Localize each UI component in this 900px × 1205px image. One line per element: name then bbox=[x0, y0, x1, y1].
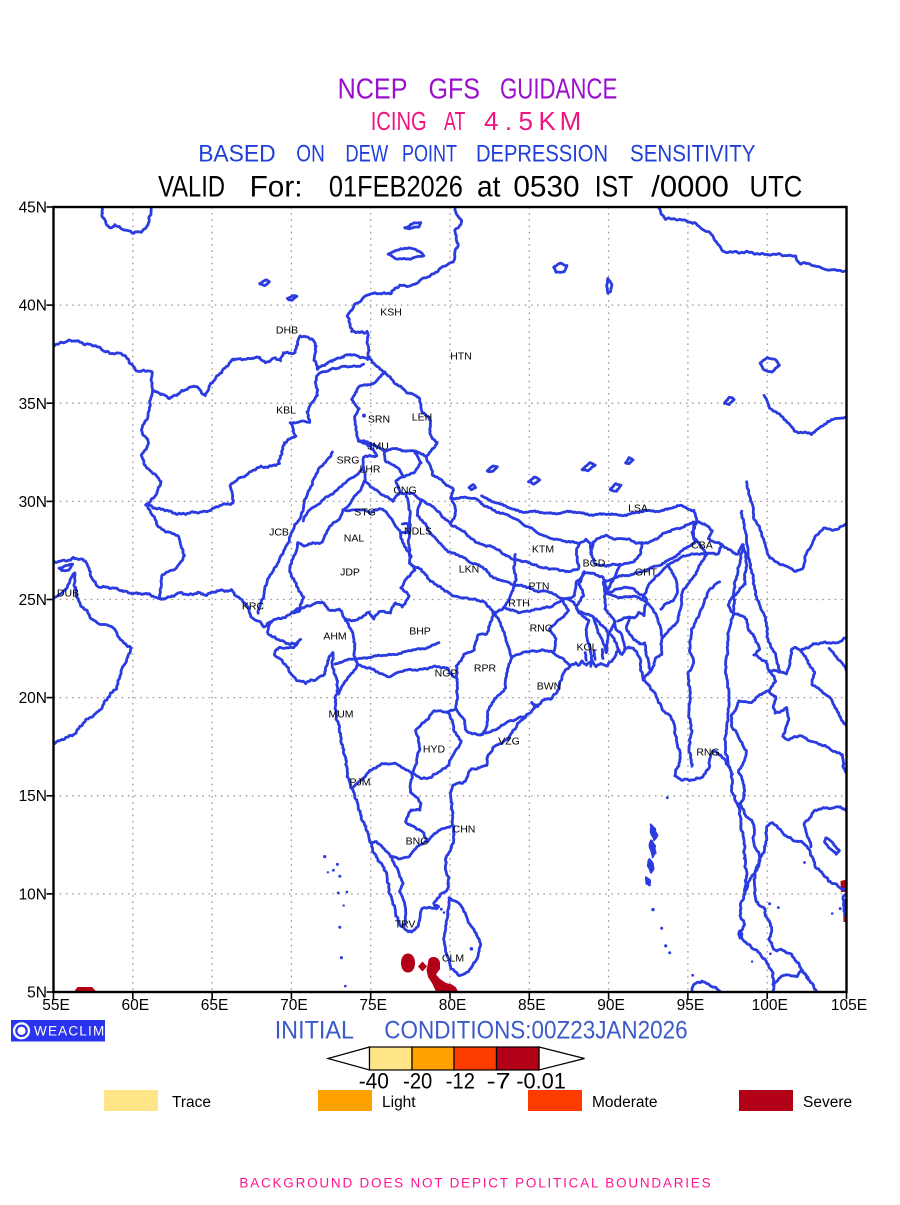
svg-text:DEPRESSION: DEPRESSION bbox=[476, 141, 608, 168]
svg-text:70E: 70E bbox=[280, 997, 308, 1014]
svg-text:10N: 10N bbox=[19, 886, 47, 903]
svg-text:35N: 35N bbox=[19, 396, 47, 413]
svg-text:LEH: LEH bbox=[412, 412, 432, 424]
svg-text:45N: 45N bbox=[19, 200, 47, 217]
svg-text:-40: -40 bbox=[359, 1069, 389, 1094]
svg-text:ICING: ICING bbox=[371, 106, 427, 136]
svg-text:DEW: DEW bbox=[345, 141, 388, 168]
svg-text:CLM: CLM bbox=[442, 953, 464, 965]
svg-text:-7: -7 bbox=[487, 1069, 511, 1094]
svg-text:Severe: Severe bbox=[803, 1094, 852, 1111]
svg-text:POINT: POINT bbox=[402, 141, 457, 168]
svg-text:NDLS: NDLS bbox=[404, 526, 432, 538]
svg-text:Trace: Trace bbox=[172, 1094, 211, 1111]
svg-text:100E: 100E bbox=[752, 997, 788, 1014]
svg-text:INITIAL: INITIAL bbox=[275, 1017, 354, 1045]
svg-text:VALID: VALID bbox=[158, 170, 225, 203]
svg-text:CONDITIONS:00Z23JAN2026: CONDITIONS:00Z23JAN2026 bbox=[384, 1017, 687, 1045]
svg-text:75E: 75E bbox=[359, 997, 387, 1014]
svg-text:Moderate: Moderate bbox=[592, 1094, 657, 1111]
svg-text:GUIDANCE: GUIDANCE bbox=[500, 73, 617, 105]
svg-text:HYD: HYD bbox=[423, 744, 446, 756]
svg-text:NCEP: NCEP bbox=[338, 73, 408, 105]
svg-text:ON: ON bbox=[296, 141, 325, 168]
svg-text:For:: For: bbox=[250, 170, 303, 203]
svg-text:JMU: JMU bbox=[367, 441, 389, 453]
svg-text:95E: 95E bbox=[677, 997, 705, 1014]
svg-text:BHP: BHP bbox=[409, 626, 431, 638]
svg-text:-20: -20 bbox=[403, 1069, 432, 1094]
svg-text:JDP: JDP bbox=[340, 567, 360, 579]
svg-text:CNG: CNG bbox=[393, 485, 416, 497]
svg-text:/0000: /0000 bbox=[651, 170, 729, 203]
svg-text:CBA: CBA bbox=[691, 540, 713, 552]
svg-text:AT: AT bbox=[444, 106, 465, 136]
svg-text:60E: 60E bbox=[122, 997, 150, 1014]
svg-text:25N: 25N bbox=[19, 592, 47, 609]
svg-text:01FEB2026: 01FEB2026 bbox=[329, 170, 463, 203]
svg-text:KOL: KOL bbox=[576, 642, 597, 654]
svg-text:UTC: UTC bbox=[750, 170, 803, 203]
svg-text:JCB: JCB bbox=[269, 527, 289, 539]
svg-text:KTM: KTM bbox=[532, 544, 554, 556]
svg-text:-12: -12 bbox=[446, 1069, 475, 1094]
svg-text:90E: 90E bbox=[597, 997, 625, 1014]
svg-text:TRV: TRV bbox=[395, 919, 416, 931]
svg-text:RTH: RTH bbox=[508, 598, 529, 610]
svg-text:GFS: GFS bbox=[429, 73, 481, 105]
svg-text:SRN: SRN bbox=[368, 414, 390, 426]
svg-text:VZG: VZG bbox=[498, 736, 520, 748]
svg-text:BNG: BNG bbox=[406, 836, 429, 848]
svg-text:105E: 105E bbox=[831, 997, 867, 1014]
svg-text:BGD: BGD bbox=[583, 558, 606, 570]
svg-text:SENSITIVITY: SENSITIVITY bbox=[630, 141, 756, 168]
svg-text:BACKGROUND DOES NOT DEPICT POL: BACKGROUND DOES NOT DEPICT POLITICAL BOU… bbox=[239, 1176, 710, 1191]
svg-text:BWN: BWN bbox=[537, 681, 562, 693]
svg-text:PJM: PJM bbox=[350, 777, 371, 789]
svg-text:WEACLIM: WEACLIM bbox=[34, 1024, 105, 1039]
svg-text:40N: 40N bbox=[19, 298, 47, 315]
svg-text:5N: 5N bbox=[27, 985, 47, 1002]
svg-text:RNG: RNG bbox=[696, 747, 719, 759]
svg-text:CHN: CHN bbox=[453, 824, 476, 836]
svg-text:at: at bbox=[477, 170, 500, 203]
svg-text:KSH: KSH bbox=[380, 307, 402, 319]
svg-text:MUM: MUM bbox=[328, 709, 353, 721]
svg-text:NGP: NGP bbox=[435, 668, 458, 680]
svg-text:85E: 85E bbox=[518, 997, 546, 1014]
svg-text:65E: 65E bbox=[201, 997, 229, 1014]
svg-text:DUB: DUB bbox=[57, 588, 79, 600]
svg-text:80E: 80E bbox=[439, 997, 467, 1014]
svg-text:RPR: RPR bbox=[474, 663, 497, 675]
svg-text:SRG: SRG bbox=[337, 455, 360, 467]
svg-text:BASED: BASED bbox=[198, 141, 276, 168]
svg-text:4.5: 4.5 bbox=[484, 106, 533, 136]
svg-text:RNC: RNC bbox=[530, 623, 553, 635]
svg-text:NAL: NAL bbox=[344, 533, 365, 545]
svg-text:HTN: HTN bbox=[450, 351, 472, 363]
svg-text:PTN: PTN bbox=[529, 581, 550, 593]
svg-text:KBL: KBL bbox=[276, 405, 296, 417]
svg-text:20N: 20N bbox=[19, 690, 47, 707]
svg-text:55E: 55E bbox=[42, 997, 70, 1014]
svg-text:KM: KM bbox=[539, 106, 582, 136]
svg-text:KRC: KRC bbox=[242, 601, 265, 613]
svg-text:IST: IST bbox=[595, 170, 634, 203]
svg-text:LHR: LHR bbox=[359, 464, 380, 476]
svg-text:-0.01: -0.01 bbox=[516, 1069, 566, 1094]
svg-text:0530: 0530 bbox=[513, 170, 579, 203]
svg-text:15N: 15N bbox=[19, 788, 47, 805]
svg-text:30N: 30N bbox=[19, 494, 47, 511]
svg-text:LSA: LSA bbox=[628, 503, 648, 515]
svg-text:LKN: LKN bbox=[459, 564, 479, 576]
svg-text:Light: Light bbox=[382, 1094, 416, 1111]
svg-text:DHB: DHB bbox=[276, 325, 298, 337]
svg-text:GHT: GHT bbox=[635, 567, 658, 579]
svg-text:STG: STG bbox=[354, 507, 376, 519]
svg-text:AHM: AHM bbox=[323, 631, 346, 643]
